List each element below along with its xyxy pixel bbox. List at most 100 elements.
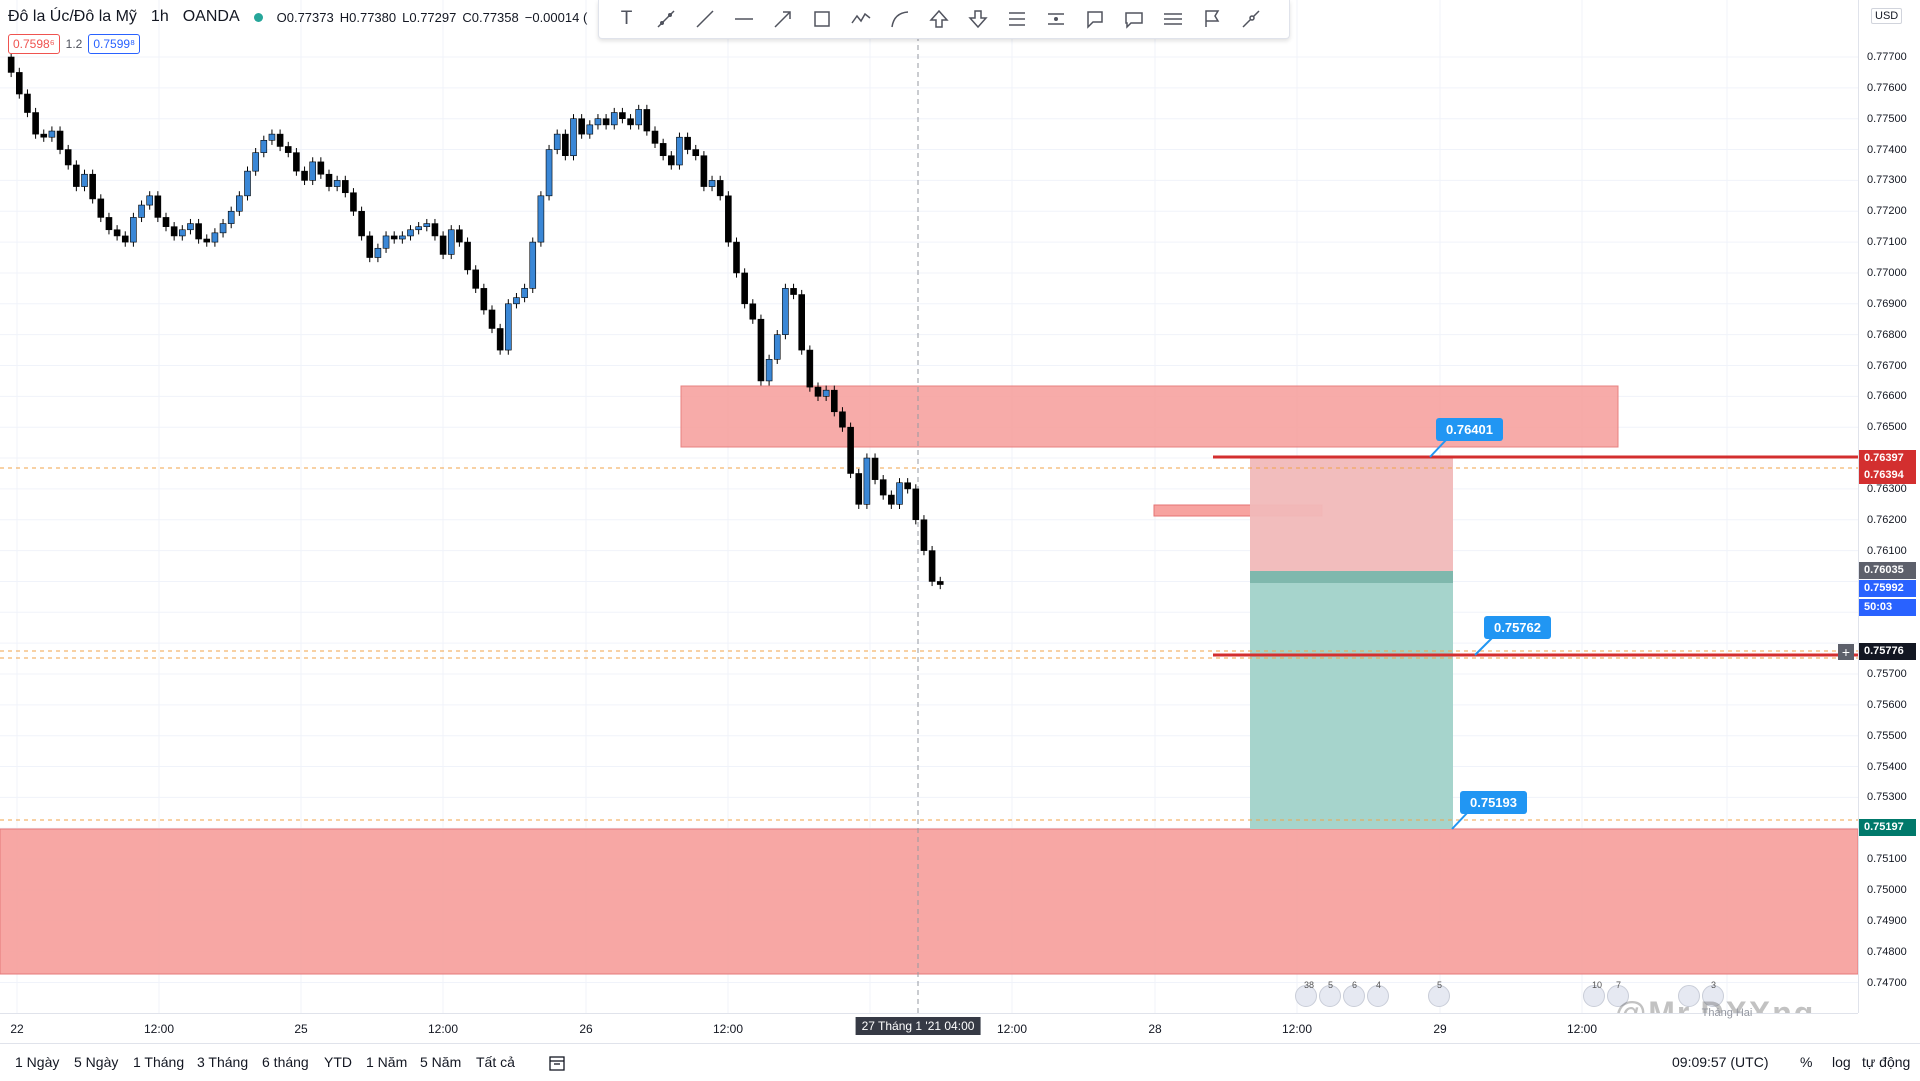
horizontal-line-icon[interactable]	[726, 3, 761, 35]
go-to-date-icon[interactable]	[548, 1054, 566, 1075]
price-tick-label: 0.77000	[1867, 266, 1907, 279]
candle-down	[284, 146, 292, 153]
text-icon[interactable]: T	[620, 8, 633, 29]
us-flag-icon[interactable]: 5	[1319, 980, 1341, 1007]
candle-up	[211, 232, 219, 243]
candle-down	[56, 130, 64, 150]
range-1d[interactable]: 1 Ngày	[15, 1054, 60, 1070]
price-tick-label: 0.77500	[1867, 112, 1907, 125]
position-risk-area[interactable]	[1250, 457, 1453, 571]
stop-price-tag: 0.76397	[1859, 450, 1916, 467]
economic-events-1[interactable]: 38 5 6 4	[1295, 980, 1389, 1007]
price-tick-label: 0.74800	[1867, 945, 1907, 958]
callout-icon[interactable]	[1077, 3, 1112, 35]
candle-up	[610, 112, 618, 126]
candle-down	[162, 217, 170, 227]
stop-price-label[interactable]: 0.76401	[1436, 418, 1503, 441]
comment-icon[interactable]	[1116, 3, 1151, 35]
price-axis[interactable]: USD 0.77700 0.77600 0.77500 0.77400 0.77300 0…	[1858, 0, 1920, 1013]
arrow-line-icon[interactable]	[765, 3, 800, 35]
candle-up	[529, 241, 537, 289]
time-axis[interactable]: 22 12:00 25 12:00 26 12:00 12:00 28 12:0…	[0, 1007, 1858, 1044]
log-toggle[interactable]: log	[1832, 1054, 1851, 1070]
candle-down	[113, 229, 121, 237]
demand-zone[interactable]	[0, 828, 1858, 975]
price-tick-label: 0.75400	[1867, 760, 1907, 773]
interval[interactable]: 1h	[150, 8, 169, 25]
candle-down	[725, 195, 732, 243]
candle-down	[871, 457, 879, 480]
economic-events-3[interactable]: 10 7	[1583, 980, 1629, 1007]
candle-down	[879, 479, 887, 496]
candle-down	[64, 149, 72, 166]
au-flag-icon[interactable]: 3	[1702, 980, 1724, 1007]
range-5d[interactable]: 5 Ngày	[74, 1054, 119, 1070]
candle-down	[912, 488, 920, 521]
candle-down	[578, 118, 585, 135]
range-3m[interactable]: 3 Tháng	[197, 1054, 249, 1070]
candle-up	[635, 109, 643, 126]
symbol-name[interactable]: Đô la Úc/Đô la Mỹ	[8, 8, 137, 25]
percent-toggle[interactable]: %	[1800, 1054, 1813, 1070]
curve-icon[interactable]	[882, 3, 917, 35]
candle-down	[855, 473, 863, 505]
price-tick-label: 0.75500	[1867, 729, 1907, 742]
candle-down	[920, 519, 928, 551]
broker: OANDA	[182, 8, 240, 25]
flag-icon[interactable]	[1194, 3, 1229, 35]
au-flag-icon[interactable]: 5	[1428, 980, 1450, 1007]
candle-up	[423, 223, 431, 227]
us-flag-icon[interactable]: 4	[1367, 980, 1389, 1007]
mid-price-label[interactable]: 0.75762	[1484, 616, 1551, 639]
ray-icon[interactable]	[687, 3, 722, 35]
economic-events-2[interactable]: 5	[1428, 980, 1450, 1007]
path-icon[interactable]	[843, 3, 878, 35]
candle-down	[15, 72, 23, 95]
brush-icon[interactable]	[1233, 3, 1268, 35]
trend-line-icon[interactable]	[648, 3, 683, 35]
currency-label[interactable]: USD	[1871, 8, 1903, 24]
auto-toggle[interactable]: tự động	[1862, 1054, 1911, 1070]
range-ytd[interactable]: YTD	[324, 1054, 352, 1070]
time-label-partial: Tháng Hai	[1701, 1007, 1753, 1019]
spread: 1.2	[65, 37, 83, 51]
rectangle-icon[interactable]	[804, 3, 839, 35]
parallel-channel-icon[interactable]	[1155, 3, 1190, 35]
range-all[interactable]: Tất cả	[476, 1054, 515, 1070]
price-tick-label: 0.77400	[1867, 143, 1907, 156]
us-flag-icon[interactable]: 7	[1607, 980, 1629, 1007]
price-chart[interactable]	[0, 0, 1858, 1013]
target-price-tag: 0.75197	[1859, 819, 1916, 836]
range-5y[interactable]: 5 Năm	[420, 1054, 462, 1070]
us-flag-icon[interactable]: 10	[1583, 980, 1605, 1007]
candle-down	[439, 235, 447, 255]
candle-down	[7, 56, 15, 73]
us-flag-icon[interactable]: 38	[1295, 980, 1317, 1007]
buy-button[interactable]: 0.7599⁸	[88, 34, 141, 54]
range-1y[interactable]: 1 Năm	[366, 1054, 408, 1070]
crosshair-plus-icon[interactable]: +	[1838, 644, 1854, 660]
candle-up	[407, 229, 414, 237]
au-flag-icon[interactable]	[1678, 985, 1700, 1007]
range-1m[interactable]: 1 Tháng	[133, 1054, 185, 1070]
price-tick-label: 0.76100	[1867, 544, 1907, 557]
us-flag-icon[interactable]: 6	[1343, 980, 1365, 1007]
date-range-icon[interactable]	[1038, 3, 1073, 35]
time-label: 12:00	[996, 1022, 1028, 1036]
candle-down	[366, 235, 374, 258]
chart-area[interactable]: Đô la Úc/Đô la Mỹ 1h OANDA O0.77373 H0.7…	[0, 0, 1858, 1013]
price-tick-label: 0.77200	[1867, 205, 1907, 218]
utc-clock[interactable]: 09:09:57 (UTC)	[1672, 1054, 1769, 1070]
position-reward-area[interactable]	[1250, 571, 1453, 829]
economic-events-4[interactable]: 3	[1678, 980, 1724, 1007]
sell-button[interactable]: 0.7598⁶	[8, 34, 60, 54]
arrow-down-icon[interactable]	[960, 3, 995, 35]
range-6m[interactable]: 6 tháng	[262, 1054, 309, 1070]
target-price-label[interactable]: 0.75193	[1460, 791, 1527, 814]
candle-up	[504, 303, 512, 351]
candle-down	[195, 223, 202, 240]
last-price-tag: 0.75992	[1859, 580, 1916, 597]
candle-up	[513, 297, 520, 305]
price-range-icon[interactable]	[999, 3, 1034, 35]
arrow-up-icon[interactable]	[921, 3, 956, 35]
